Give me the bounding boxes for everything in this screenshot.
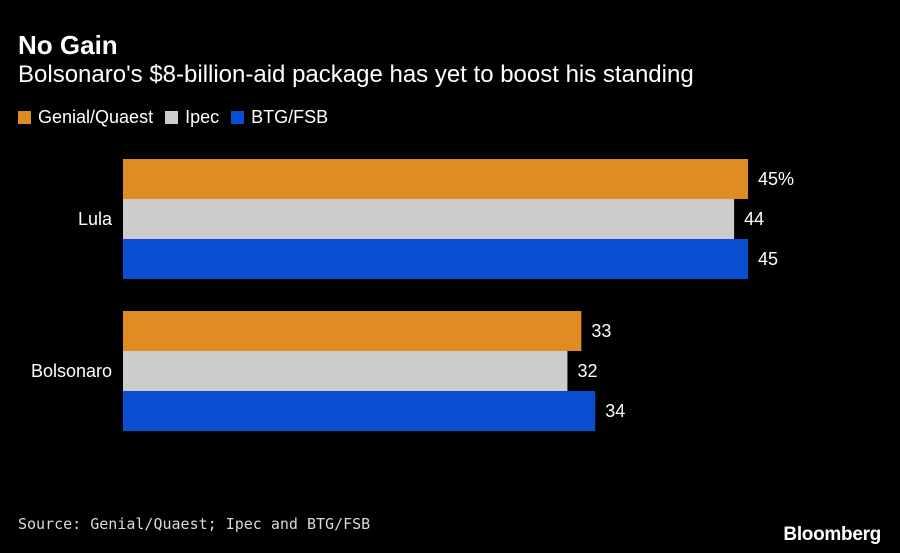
chart-title: No Gain [18,30,118,60]
bar-bolsonaro-genial-quaest [123,311,582,351]
bar-lula-btg-fsb [123,239,748,279]
chart-legend: Genial/Quaest Ipec BTG/FSB [18,105,340,129]
legend-swatch-ipec [165,110,179,124]
legend-item-btg-fsb: BTG/FSB [231,107,328,128]
data-label-bolsonaro-btg-fsb: 34 [605,401,625,421]
data-label-lula-genial-quaest: 45% [758,169,794,189]
source-note: Source: Genial/Quaest; Ipec and BTG/FSB [18,515,371,533]
bar-bolsonaro-ipec [123,351,568,391]
category-label-lula: Lula [78,209,113,229]
chart-subtitle: Bolsonaro's $8-billion-aid package has y… [18,61,694,88]
bar-bolsonaro-btg-fsb [123,391,596,431]
data-label-lula-ipec: 44 [744,209,764,229]
bar-lula-genial-quaest [123,159,748,199]
legend-item-genial-quaest: Genial/Quaest [18,107,153,128]
category-label-bolsonaro: Bolsonaro [31,361,112,381]
legend-item-ipec: Ipec [165,107,219,128]
legend-swatch-genial-quaest [18,110,31,124]
data-label-lula-btg-fsb: 45 [758,249,778,269]
legend-label-ipec: Ipec [185,106,220,127]
legend-label-btg-fsb: BTG/FSB [251,106,329,127]
bar-lula-ipec [123,199,735,239]
data-label-bolsonaro-genial-quaest: 33 [591,321,611,341]
data-label-bolsonaro-ipec: 32 [577,361,597,381]
legend-label-genial-quaest: Genial/Quaest [38,106,154,127]
bloomberg-logo: Bloomberg [783,524,881,545]
legend-swatch-btg-fsb [231,110,245,124]
